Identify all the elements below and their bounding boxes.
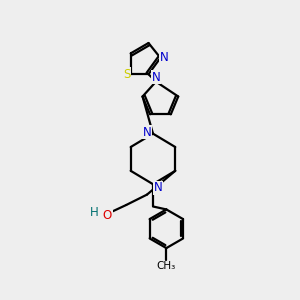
Text: N: N <box>143 126 152 139</box>
Text: CH₃: CH₃ <box>157 261 176 271</box>
Text: H: H <box>90 206 99 219</box>
Text: N: N <box>154 181 163 194</box>
Text: S: S <box>123 68 131 81</box>
Text: N: N <box>152 71 160 84</box>
Text: N: N <box>160 51 168 64</box>
Text: O: O <box>103 209 112 222</box>
